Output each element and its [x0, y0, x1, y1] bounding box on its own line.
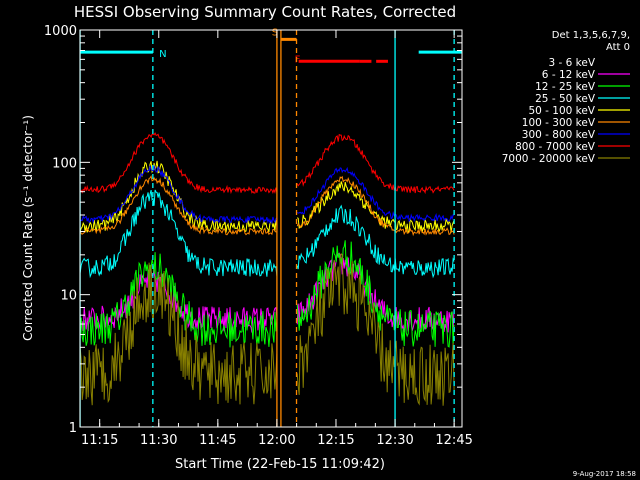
series-line-7 [79, 132, 278, 195]
x-tick-label: 12:45 [435, 433, 472, 448]
legend-label-0: 3 - 6 keV [548, 57, 595, 69]
x-axis-label: Start Time (22-Feb-15 11:09:42) [175, 457, 385, 472]
x-tick-label: 11:15 [81, 433, 118, 448]
legend-label-4: 50 - 100 keV [528, 105, 595, 117]
y-axis-label: Corrected Count Rate (s⁻¹ detector⁻¹) [21, 115, 35, 341]
series-line-5 [79, 174, 277, 236]
y-tick-label: 10 [60, 289, 77, 304]
x-tick-label: 11:45 [199, 433, 236, 448]
series-line-5 [296, 175, 455, 237]
y-tick-label: 1000 [44, 24, 77, 39]
legend-label-7: 800 - 7000 keV [515, 141, 596, 153]
x-tick-label: 12:00 [258, 433, 295, 448]
legend-label-6: 300 - 800 keV [522, 129, 596, 141]
flag-bars: N S F [80, 27, 462, 65]
series-line-3 [296, 204, 455, 279]
legend-header-line-1: Det 1,3,5,6,7,9, [552, 30, 630, 41]
flag-label-f: F [295, 54, 301, 65]
legend-label-1: 6 - 12 keV [542, 69, 596, 81]
x-tick-label: 12:30 [376, 433, 413, 448]
legend-header-line-2: Att 0 [606, 42, 630, 53]
plot-frame [79, 29, 463, 428]
series-line-6 [79, 164, 278, 225]
series-line-6 [296, 166, 455, 223]
y-tick-label: 1 [69, 421, 77, 436]
y-axis: 1 10 100 1000 [44, 24, 462, 436]
flag-label-n: N [159, 49, 166, 60]
legend-label-8: 7000 - 20000 keV [502, 153, 596, 165]
y-tick-label: 100 [52, 156, 77, 171]
legend-label-5: 100 - 300 keV [522, 117, 596, 129]
series-line-8 [296, 253, 455, 406]
chart-title: HESSI Observing Summary Count Rates, Cor… [74, 3, 456, 21]
x-tick-label: 11:30 [140, 433, 177, 448]
series-line-2 [296, 240, 455, 348]
x-tick-label: 12:15 [317, 433, 354, 448]
series-line-8 [79, 262, 278, 406]
footer-date: 9-Aug-2017 18:58 [573, 470, 636, 478]
legend-label-2: 12 - 25 keV [535, 81, 596, 93]
flag-label-s: S [272, 27, 278, 38]
plot-lines [79, 132, 455, 429]
x-axis: 11:15 11:30 11:45 12:00 12:15 12:30 12:45 [79, 30, 473, 448]
series-line-4 [296, 181, 455, 234]
series-line-3 [79, 189, 278, 279]
series-line-7 [296, 133, 455, 195]
legend-label-3: 25 - 50 keV [535, 93, 596, 105]
